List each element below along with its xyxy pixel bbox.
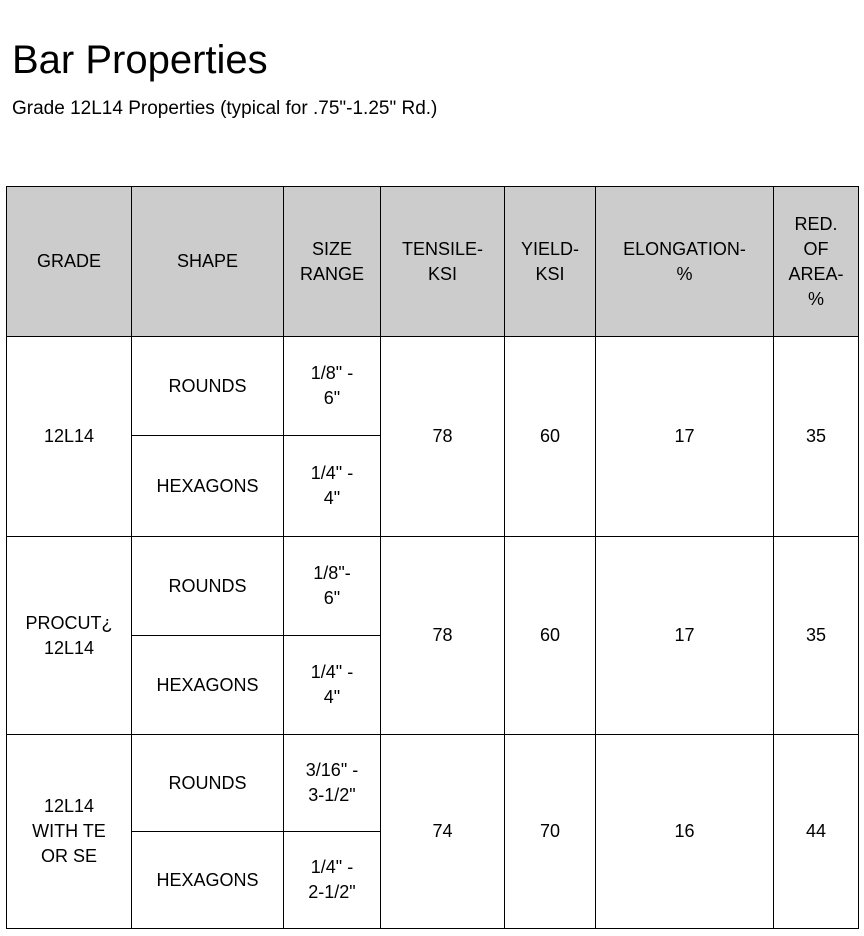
size-range-cell: 3/16" - 3-1/2" bbox=[283, 734, 381, 832]
size-range-cell: 1/8"- 6" bbox=[283, 536, 381, 636]
column-header-red-area-line1: RED. bbox=[794, 213, 838, 234]
size-range-cell: 1/8" - 6" bbox=[283, 336, 381, 436]
grade-line: OR SE bbox=[40, 846, 97, 866]
page-subtitle: Grade 12L14 Properties (typical for .75"… bbox=[12, 98, 438, 119]
grade-line: 12L14 bbox=[43, 796, 95, 816]
size-range-line2: 3-1/2" bbox=[308, 785, 356, 805]
size-range-line2: 4" bbox=[323, 488, 341, 508]
yield-ksi-cell: 60 bbox=[504, 536, 596, 735]
shape-cell: ROUNDS bbox=[131, 734, 284, 832]
grade-line: 12L14 bbox=[43, 426, 95, 446]
column-header-shape: SHAPE bbox=[131, 186, 284, 337]
size-range-line1: 1/4" - bbox=[310, 857, 354, 877]
table-header-row: GRADE SHAPE SIZE RANGE TENSILE- KSI YIEL bbox=[6, 186, 859, 337]
column-header-tensile-line2: KSI bbox=[427, 263, 457, 284]
size-range-cell: 1/4" - 4" bbox=[283, 435, 381, 537]
red-of-area-pct-cell: 44 bbox=[773, 734, 859, 929]
size-range-line1: 1/8" - bbox=[310, 363, 354, 383]
column-header-red-area-line4: % bbox=[807, 288, 824, 309]
grade-cell: PROCUT¿ 12L14 bbox=[6, 536, 132, 735]
column-header-grade: GRADE bbox=[6, 186, 132, 337]
shape-cell: ROUNDS bbox=[131, 336, 284, 436]
column-header-size-range-line2: RANGE bbox=[299, 263, 364, 284]
bar-properties-table: GRADE SHAPE SIZE RANGE TENSILE- KSI YIEL bbox=[6, 186, 859, 929]
column-header-grade-label: GRADE bbox=[36, 251, 101, 271]
size-range-line2: 6" bbox=[323, 588, 341, 608]
grade-line: PROCUT¿ bbox=[25, 612, 113, 633]
table-header: GRADE SHAPE SIZE RANGE TENSILE- KSI YIEL bbox=[6, 186, 859, 337]
size-range-line2: 6" bbox=[323, 388, 341, 408]
column-header-red-area-line3: AREA- bbox=[788, 263, 844, 284]
page-title: Bar Properties bbox=[12, 37, 268, 82]
grade-cell: 12L14 bbox=[6, 336, 132, 537]
bar-properties-table-wrapper: GRADE SHAPE SIZE RANGE TENSILE- KSI YIEL bbox=[6, 186, 859, 929]
column-header-tensile-line1: TENSILE- bbox=[401, 238, 484, 259]
red-of-area-pct-cell: 35 bbox=[773, 336, 859, 537]
column-header-elongation-line2: % bbox=[676, 263, 693, 284]
table-body: 12L14 ROUNDS 1/8" - 6" 78 60 17 35 HEXAG… bbox=[6, 336, 859, 929]
column-header-size-range: SIZE RANGE bbox=[283, 186, 381, 337]
column-header-elongation-pct: ELONGATION- % bbox=[595, 186, 774, 337]
column-header-yield-line2: KSI bbox=[535, 263, 565, 284]
size-range-line1: 1/8"- bbox=[313, 563, 351, 583]
elongation-pct-cell: 17 bbox=[595, 536, 774, 735]
table-row: HEXAGONS 1/4" - 4" bbox=[7, 635, 859, 735]
column-header-red-of-area-pct: RED. OF AREA- % bbox=[773, 186, 859, 337]
grade-cell: 12L14 WITH TE OR SE bbox=[6, 734, 132, 929]
elongation-pct-cell: 17 bbox=[595, 336, 774, 537]
tensile-ksi-cell: 78 bbox=[380, 336, 505, 537]
size-range-line1: 3/16" - bbox=[305, 760, 359, 780]
column-header-red-area-line2: OF bbox=[803, 238, 829, 259]
red-of-area-pct-cell: 35 bbox=[773, 536, 859, 735]
column-header-shape-label: SHAPE bbox=[176, 251, 239, 271]
column-header-yield-line1: YIELD- bbox=[520, 238, 580, 259]
size-range-line2: 4" bbox=[323, 687, 341, 707]
size-range-cell: 1/4" - 2-1/2" bbox=[283, 831, 381, 929]
size-range-line1: 1/4" - bbox=[310, 463, 354, 483]
shape-cell: HEXAGONS bbox=[131, 831, 284, 929]
tensile-ksi-cell: 74 bbox=[380, 734, 505, 929]
size-range-line2: 2-1/2" bbox=[308, 882, 356, 902]
yield-ksi-cell: 70 bbox=[504, 734, 596, 929]
size-range-cell: 1/4" - 4" bbox=[283, 635, 381, 735]
column-header-yield-ksi: YIELD- KSI bbox=[504, 186, 596, 337]
grade-line: WITH TE bbox=[32, 821, 106, 841]
table-row: 12L14 ROUNDS 1/8" - 6" 78 60 17 35 bbox=[6, 336, 859, 537]
column-header-elongation-line1: ELONGATION- bbox=[623, 238, 746, 259]
yield-ksi-cell: 60 bbox=[504, 336, 596, 537]
shape-cell: HEXAGONS bbox=[131, 635, 284, 735]
column-header-tensile-ksi: TENSILE- KSI bbox=[380, 186, 505, 337]
table-row: HEXAGONS 1/4" - 2-1/2" bbox=[7, 831, 859, 929]
elongation-pct-cell: 16 bbox=[595, 734, 774, 929]
shape-cell: ROUNDS bbox=[131, 536, 284, 636]
size-range-line1: 1/4" - bbox=[310, 662, 354, 682]
grade-line: 12L14 bbox=[43, 637, 95, 658]
shape-cell: HEXAGONS bbox=[131, 435, 284, 537]
table-row: HEXAGONS 1/4" - 4" bbox=[7, 435, 859, 537]
tensile-ksi-cell: 78 bbox=[380, 536, 505, 735]
table-row: 12L14 WITH TE OR SE ROUNDS 3/16" - 3-1/2… bbox=[6, 734, 859, 929]
table-row: PROCUT¿ 12L14 ROUNDS 1/8"- 6" 78 60 17 3… bbox=[6, 536, 859, 735]
column-header-size-range-line1: SIZE bbox=[311, 238, 352, 259]
